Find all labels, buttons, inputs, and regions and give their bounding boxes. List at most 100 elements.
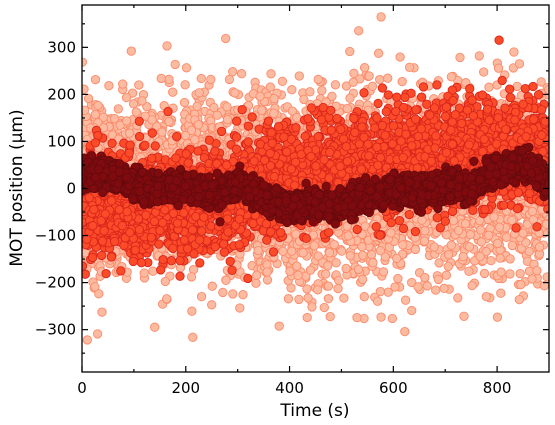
data-point	[303, 293, 313, 303]
data-point	[514, 294, 524, 305]
data-point	[486, 255, 496, 266]
data-point	[534, 242, 545, 252]
data-point	[157, 127, 167, 137]
data-point	[313, 251, 323, 261]
data-point	[431, 285, 441, 295]
data-point	[536, 77, 546, 87]
data-point	[294, 71, 304, 81]
data-point	[386, 228, 396, 238]
data-point	[90, 109, 100, 120]
data-point	[302, 312, 312, 323]
data-point	[501, 232, 512, 242]
data-point	[383, 90, 393, 100]
data-point	[101, 268, 111, 279]
data-point	[496, 267, 506, 277]
data-point	[378, 267, 389, 277]
data-point	[168, 87, 178, 97]
data-point	[230, 88, 240, 98]
data-point	[269, 108, 279, 118]
data-point	[212, 110, 222, 120]
data-point	[476, 237, 487, 247]
data-point	[170, 59, 180, 70]
data-point	[441, 270, 452, 280]
data-point	[348, 77, 358, 87]
data-point	[82, 84, 89, 94]
data-point	[532, 265, 542, 276]
data-point	[527, 206, 537, 217]
data-point	[287, 85, 297, 95]
data-point	[375, 74, 385, 85]
data-point	[443, 250, 454, 260]
data-point	[305, 265, 316, 275]
data-point	[324, 248, 335, 258]
data-point	[358, 250, 368, 260]
data-point	[393, 273, 403, 284]
data-point	[218, 287, 228, 298]
data-point	[313, 74, 323, 85]
data-point	[505, 269, 515, 279]
data-point	[341, 263, 351, 274]
data-point	[252, 270, 262, 280]
data-point	[90, 74, 101, 85]
data-point	[505, 254, 515, 264]
data-point	[313, 285, 323, 295]
data-point	[400, 326, 410, 337]
data-point	[429, 242, 439, 252]
data-point	[493, 63, 504, 73]
data-point	[131, 107, 141, 117]
data-point	[298, 248, 308, 258]
data-point	[474, 51, 484, 61]
data-point	[345, 93, 355, 103]
data-point	[359, 292, 369, 302]
data-point	[287, 246, 297, 256]
data-point	[446, 72, 457, 82]
data-point	[331, 258, 341, 268]
data-point	[147, 115, 157, 125]
data-point	[497, 75, 507, 86]
data-point	[484, 230, 494, 240]
data-point	[420, 226, 430, 236]
data-point	[228, 67, 238, 77]
data-point	[433, 274, 444, 285]
data-point	[460, 219, 471, 229]
data-point	[392, 253, 402, 264]
data-point	[156, 73, 166, 84]
data-point	[92, 329, 103, 339]
data-point	[417, 215, 427, 225]
data-point	[194, 88, 204, 98]
data-point	[484, 82, 494, 92]
data-point	[137, 96, 147, 106]
data-point	[492, 312, 503, 322]
data-point	[359, 63, 370, 73]
data-point	[121, 116, 132, 126]
data-point	[134, 80, 144, 90]
data-point	[292, 112, 302, 123]
data-point	[357, 274, 368, 285]
data-point	[224, 74, 235, 85]
data-point	[323, 293, 334, 304]
data-point	[124, 128, 135, 138]
data-point	[150, 322, 160, 332]
data-point	[410, 244, 421, 255]
data-point	[190, 135, 200, 145]
data-point	[479, 67, 489, 77]
data-point	[323, 261, 333, 271]
data-point	[364, 71, 374, 81]
data-point	[413, 282, 423, 292]
data-point	[345, 46, 355, 57]
data-point	[323, 281, 334, 291]
data-point	[97, 307, 107, 317]
data-point	[209, 102, 219, 113]
data-point	[222, 114, 233, 125]
data-point	[352, 312, 362, 323]
data-point	[179, 97, 190, 108]
data-point	[319, 302, 329, 313]
data-point	[305, 87, 315, 97]
data-points-layer	[82, 12, 549, 345]
data-point	[82, 335, 92, 345]
data-point	[395, 52, 405, 62]
data-point	[404, 62, 415, 72]
data-point	[222, 102, 232, 112]
data-point	[257, 105, 267, 115]
data-point	[162, 294, 172, 304]
